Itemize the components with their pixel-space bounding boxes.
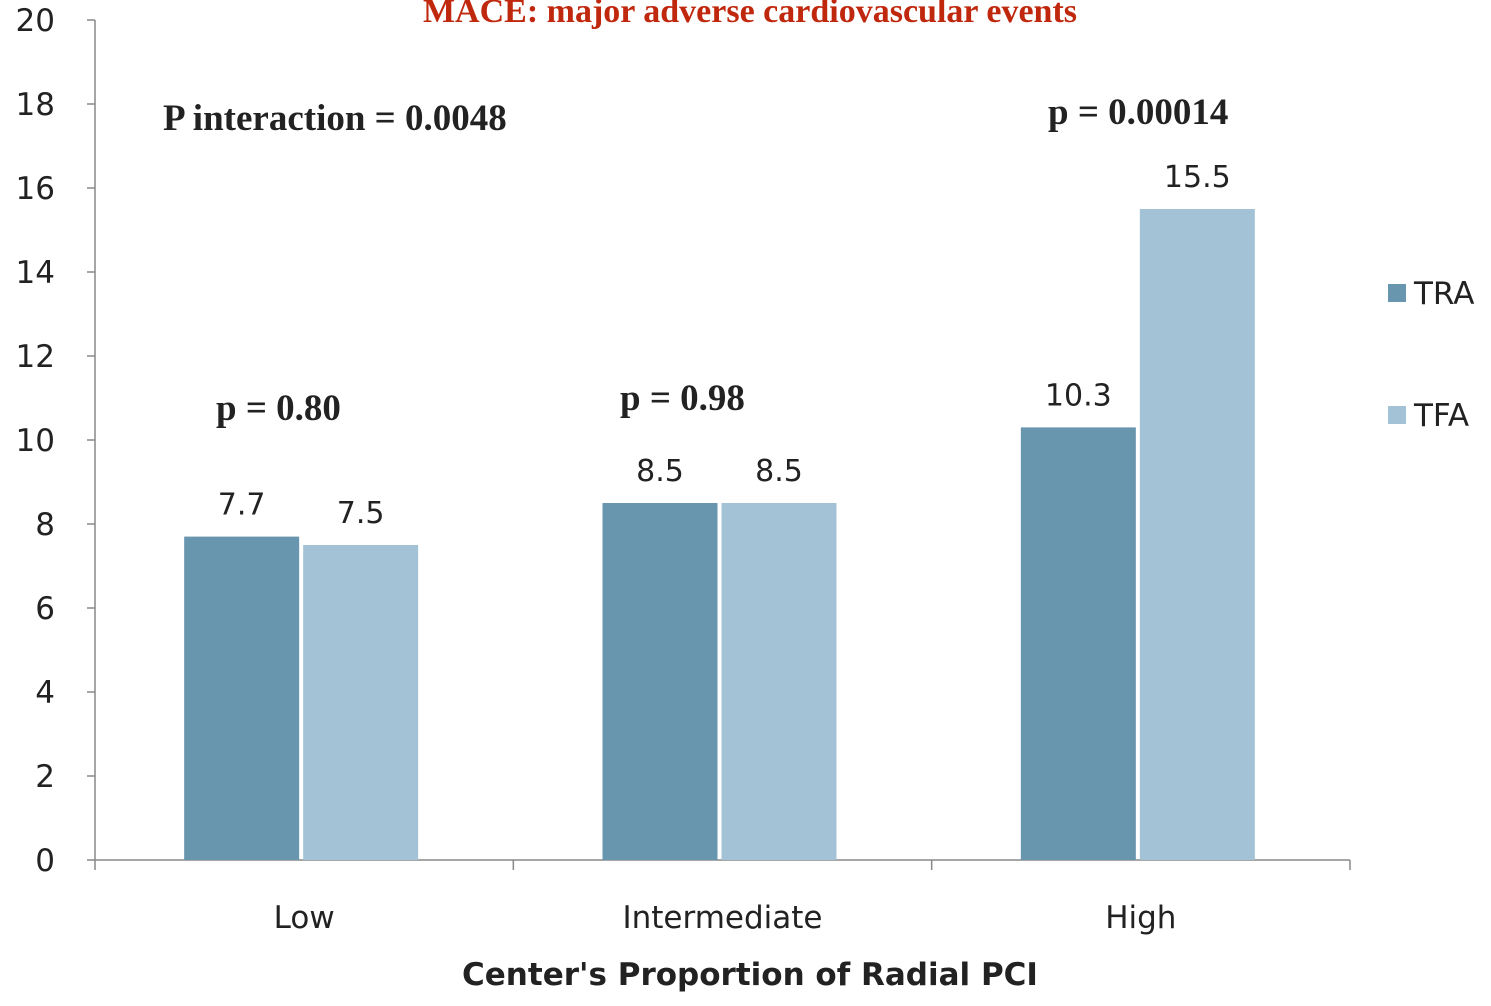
legend-label: TFA bbox=[1413, 398, 1469, 434]
x-axis-label: Center's Proportion of Radial PCI bbox=[462, 957, 1038, 993]
value-label: 15.5 bbox=[1164, 160, 1231, 195]
y-tick-label: 10 bbox=[16, 423, 55, 459]
y-tick-label: 4 bbox=[35, 675, 55, 711]
bar bbox=[721, 503, 837, 860]
value-label: 8.5 bbox=[755, 454, 803, 489]
bar bbox=[184, 536, 300, 860]
y-tick-label: 0 bbox=[35, 843, 55, 879]
y-tick-label: 14 bbox=[16, 255, 55, 291]
annotation: p = 0.98 bbox=[620, 378, 745, 419]
legend-label: TRA bbox=[1413, 276, 1474, 312]
y-tick-label: 6 bbox=[35, 591, 55, 627]
y-tick-label: 20 bbox=[16, 3, 55, 39]
value-label: 10.3 bbox=[1045, 378, 1112, 413]
y-tick-label: 2 bbox=[35, 759, 55, 795]
legend-swatch bbox=[1388, 284, 1406, 302]
y-tick-label: 12 bbox=[16, 339, 55, 375]
x-tick-label: Low bbox=[274, 900, 335, 936]
bar bbox=[1139, 209, 1255, 860]
bar bbox=[1020, 427, 1136, 860]
bar bbox=[303, 545, 419, 860]
annotation: p = 0.00014 bbox=[1048, 92, 1228, 133]
x-tick-label: High bbox=[1105, 900, 1176, 936]
value-label: 7.5 bbox=[337, 496, 385, 531]
y-tick-label: 16 bbox=[16, 171, 55, 207]
legend-swatch bbox=[1388, 406, 1406, 424]
bar bbox=[602, 503, 718, 860]
chart-title: MACE: major adverse cardiovascular event… bbox=[423, 0, 1077, 30]
value-label: 7.7 bbox=[218, 488, 266, 523]
y-tick-label: 8 bbox=[35, 507, 55, 543]
annotation: p = 0.80 bbox=[216, 388, 341, 429]
annotation: P interaction = 0.0048 bbox=[163, 98, 507, 139]
x-tick-label: Intermediate bbox=[622, 900, 822, 936]
value-label: 8.5 bbox=[636, 454, 684, 489]
y-tick-label: 18 bbox=[16, 87, 55, 123]
